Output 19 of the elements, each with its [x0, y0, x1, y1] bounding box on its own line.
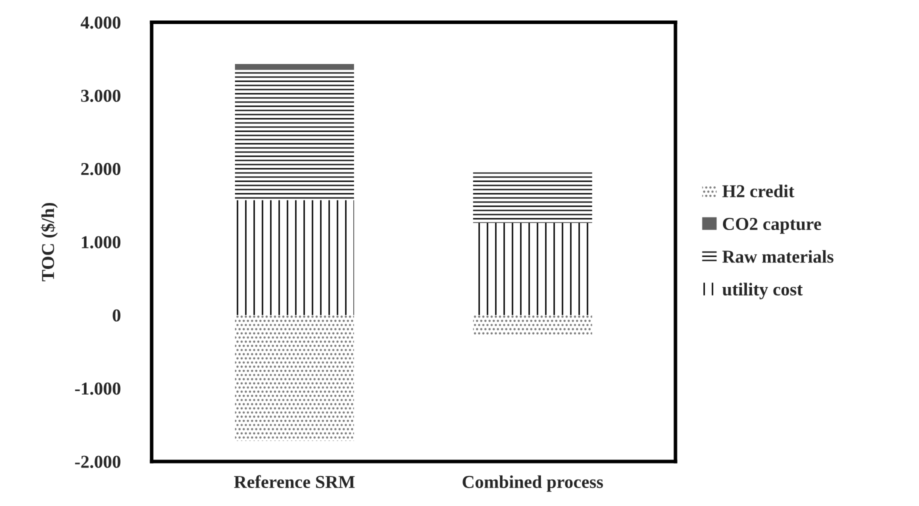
- legend-label: utility cost: [722, 282, 803, 300]
- bar: [234, 64, 354, 70]
- y-tick-label: 2.000: [81, 162, 120, 176]
- y-tick-label: 3.000: [81, 90, 120, 102]
- y-tick-label: 0: [112, 309, 120, 322]
- legend-label: H2 credit: [722, 184, 794, 198]
- bar: [473, 315, 592, 336]
- bar: [234, 315, 354, 441]
- x-tick-label: Combined process: [462, 475, 603, 492]
- legend-label: Raw materials: [722, 250, 834, 263]
- y-tick-label: 4.000: [80, 16, 120, 29]
- y-tick-label: -2.000: [75, 456, 120, 468]
- bar: [234, 200, 354, 316]
- x-tick-label: Reference SRM: [234, 475, 355, 488]
- y-tick-label: -1.000: [75, 382, 120, 395]
- legend-label: CO2 capture: [722, 218, 822, 234]
- bar: [473, 172, 592, 223]
- y-axis-title: TOC ($/h): [40, 202, 58, 282]
- y-tick-label: 1.000: [82, 236, 120, 248]
